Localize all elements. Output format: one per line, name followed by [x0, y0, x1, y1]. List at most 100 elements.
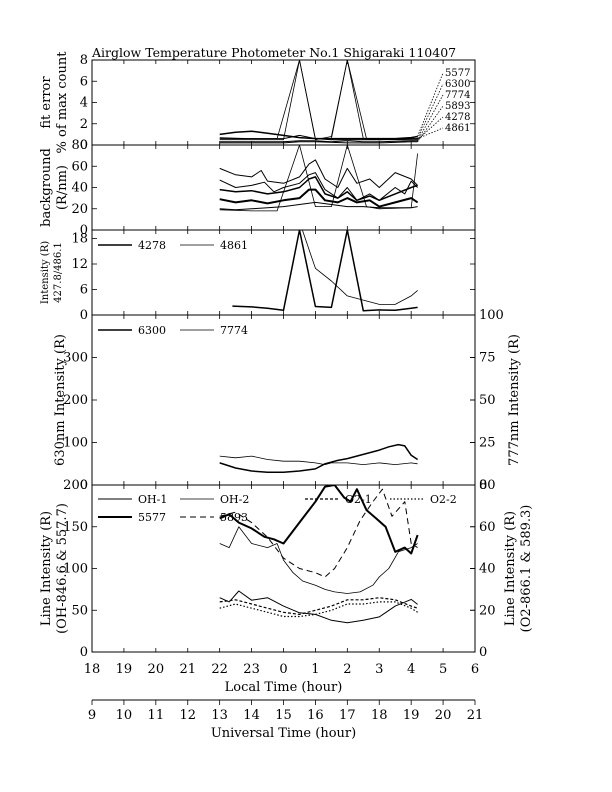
series-line-line-intensity-O2-1	[219, 597, 418, 615]
series-line-background-5577	[219, 159, 418, 188]
y-axis-label-line-intensity: (OH-846.6 & 557.7)	[55, 503, 70, 634]
legend-label-O2-1: O2-1	[345, 493, 372, 506]
series-line-intensity-6300-7774-6300	[219, 443, 419, 474]
series-line-background-6300	[219, 172, 418, 201]
label-leader-4278	[417, 116, 444, 140]
label-leader-6300	[417, 83, 444, 139]
y-axis-label-fit-error: fit error	[39, 76, 54, 129]
y-tick-label: 0	[80, 645, 88, 660]
y-tick-label: 0	[80, 138, 88, 153]
x-tick-label-local: 4	[407, 662, 415, 677]
y-right-tick-label: 25	[479, 436, 496, 451]
chart-title: Airglow Temperature Photometer No.1 Shig…	[91, 45, 456, 60]
series-line-intensity-4278-4861-4861	[301, 230, 418, 305]
legend-label-OH-1: OH-1	[138, 493, 167, 506]
x-tick-label-local: 19	[116, 662, 133, 677]
y-right-axis-label-intensity-6300-7774: 777nm Intensity (R)	[507, 334, 522, 466]
y-tick-label: 0	[80, 308, 88, 323]
x-tick-label-local: 2	[343, 662, 351, 677]
y-tick-label: 200	[63, 393, 88, 408]
x-tick-label-ut: 16	[307, 708, 324, 723]
y-axis-label-line-intensity: Line Intensity (R)	[39, 511, 54, 626]
x-tick-label-ut: 20	[435, 708, 452, 723]
x-tick-label-local: 0	[279, 662, 287, 677]
x-tick-label-local: 1	[311, 662, 319, 677]
series-label-4278: 4278	[445, 112, 470, 123]
x-tick-label-ut: 14	[243, 708, 260, 723]
series-line-fit-error-7774	[219, 140, 418, 143]
series-line-line-intensity-OH-1	[219, 590, 418, 624]
x-tick-label-ut: 21	[467, 708, 484, 723]
series-line-line-intensity-OH-2	[219, 526, 418, 594]
series-label-5577: 5577	[445, 68, 470, 79]
series-label-6300: 6300	[445, 79, 470, 90]
legend-label-5893: 5893	[220, 511, 248, 524]
y-right-tick-label: 100	[479, 308, 504, 323]
x-tick-label-local: 22	[211, 662, 228, 677]
y-axis-label-background: (R/nm)	[55, 165, 70, 210]
y-right-tick-label: 20	[479, 603, 496, 618]
x-tick-label-ut: 12	[179, 708, 196, 723]
y-axis-label-intensity-4278-4861: Intensity (R)	[40, 241, 51, 304]
legend-label-6300: 6300	[138, 324, 166, 337]
series-line-fit-error-4278	[219, 60, 418, 141]
series-label-5893: 5893	[445, 101, 470, 112]
y-tick-label: 2	[80, 117, 88, 132]
x-tick-label-ut: 19	[403, 708, 420, 723]
x-tick-label-ut: 11	[148, 708, 165, 723]
y-tick-label: 200	[63, 478, 88, 493]
y-right-tick-label: 80	[479, 478, 496, 493]
y-tick-label: 150	[63, 520, 88, 535]
legend-label-7774: 7774	[220, 324, 248, 337]
axes-group	[91, 59, 476, 705]
y-right-tick-label: 60	[479, 520, 496, 535]
label-leader-7774	[417, 94, 444, 141]
x-tick-label-local: 20	[148, 662, 165, 677]
series-label-4861: 4861	[445, 123, 470, 134]
x-tick-label-local: 23	[243, 662, 260, 677]
series-line-background-4861	[219, 145, 418, 212]
y-tick-label: 6	[80, 283, 88, 298]
y-tick-label: 0	[80, 478, 88, 493]
y-tick-label: 60	[71, 159, 88, 174]
y-tick-label: 8	[80, 53, 88, 68]
y-tick-label: 4	[80, 96, 88, 111]
legend-label-5577: 5577	[138, 511, 166, 524]
y-axis-label-intensity-4278-4861: 427.8/486.1	[53, 242, 64, 303]
y-right-axis-label-line-intensity: (O2-866.1 & 589.3)	[519, 505, 534, 633]
y-right-axis-label-line-intensity: Line Intensity (R)	[503, 511, 518, 626]
x-tick-label-ut: 10	[116, 708, 133, 723]
x-tick-label-ut: 17	[339, 708, 356, 723]
x-tick-label-local: 5	[439, 662, 447, 677]
y-tick-label: 50	[71, 603, 88, 618]
x-axis-label-ut: Universal Time (hour)	[211, 726, 356, 741]
y-tick-label: 20	[71, 202, 88, 217]
legend-label-4278: 4278	[138, 239, 166, 252]
legend-label-4861: 4861	[220, 239, 248, 252]
series-line-fit-error-5577	[219, 130, 418, 140]
series-line-fit-error-4861	[219, 60, 418, 141]
y-axis-label-intensity-6300-7774: 630nm Intensity (R)	[53, 334, 68, 466]
series-label-7774: 7774	[445, 90, 470, 101]
series-line-intensity-6300-7774-7774	[219, 455, 418, 465]
x-tick-label-local: 18	[84, 662, 101, 677]
label-leader-5577	[417, 72, 444, 137]
y-axis-label-fit-error: % of max count	[55, 51, 70, 154]
series-line-background-5893	[219, 188, 419, 208]
series-group	[98, 60, 444, 624]
x-tick-label-local: 6	[471, 662, 479, 677]
x-tick-label-local: 21	[179, 662, 196, 677]
x-tick-label-ut: 9	[88, 708, 96, 723]
x-tick-label-ut: 18	[371, 708, 388, 723]
y-tick-label: 100	[63, 436, 88, 451]
y-tick-label: 40	[71, 181, 88, 196]
label-leader-5893	[417, 105, 444, 143]
y-right-tick-label: 50	[479, 393, 496, 408]
y-tick-label: 300	[63, 351, 88, 366]
series-line-line-intensity-5577	[219, 485, 419, 555]
y-right-tick-label: 0	[479, 645, 487, 660]
y-right-tick-label: 0	[479, 478, 487, 493]
x-tick-label-ut: 13	[211, 708, 228, 723]
